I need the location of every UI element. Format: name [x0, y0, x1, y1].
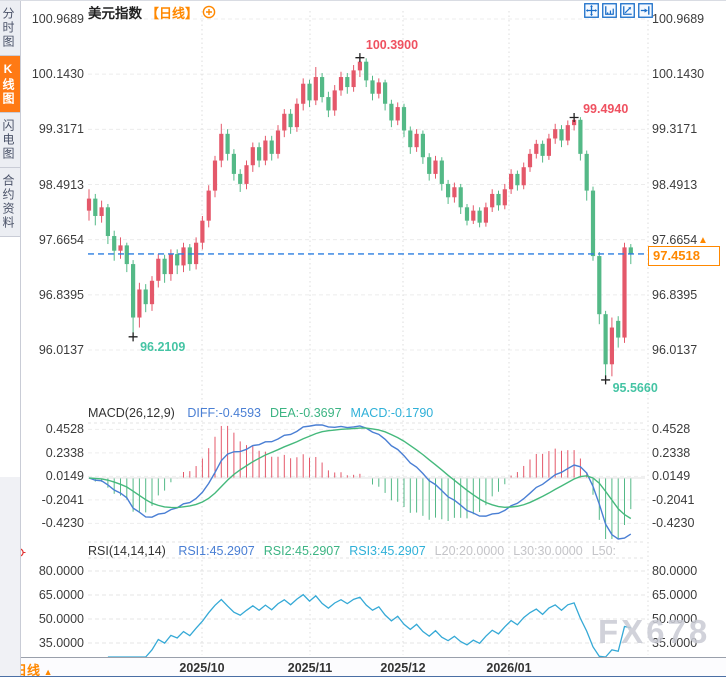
page-title: 美元指数 — [88, 2, 142, 22]
sidebar-item-lightning-chart[interactable]: 闪电图 — [0, 113, 20, 168]
rsi-label: RSI(14,14,14) — [88, 544, 166, 558]
y-axis-tick-label: 0.2338 — [652, 446, 690, 460]
y-axis-tick-label: 50.0000 — [20, 612, 84, 626]
chart-toolbar — [584, 3, 653, 18]
y-axis-tick-label: 100.9689 — [20, 12, 84, 26]
y-axis-tick-label: 100.1430 — [20, 67, 84, 81]
x-axis-scale-icon[interactable] — [602, 3, 617, 18]
watermark: FX678 — [598, 613, 710, 651]
x-axis-label: 2025/10 — [179, 661, 224, 675]
current-price-badge: 97.4518 — [648, 246, 720, 266]
jump-to-latest-icon[interactable] — [638, 3, 653, 18]
rsi-value-label: RSI2:45.2907 — [264, 544, 340, 558]
sidebar-item-contract-info[interactable]: 合约资料 — [0, 168, 20, 237]
y-axis-tick-label: 80.0000 — [652, 564, 697, 578]
y-axis-tick-label: 96.0137 — [20, 343, 84, 357]
chart-header: 美元指数 【日线】 — [88, 3, 216, 21]
price-up-arrow-icon: ▲ — [698, 235, 708, 246]
sidebar-item-kline-chart[interactable]: K线图 — [0, 56, 20, 113]
y-axis-tick-label: 98.4913 — [652, 178, 697, 192]
y-axis-tick-label: 0.4528 — [652, 422, 690, 436]
y-axis-tick-label: 99.3171 — [652, 122, 697, 136]
pan-tool-icon[interactable] — [584, 3, 599, 18]
y-axis-tick-label: 80.0000 — [20, 564, 84, 578]
y-axis-tick-label: 97.6654 — [20, 233, 84, 247]
sidebar-item-time-chart[interactable]: 分时图 — [0, 1, 20, 56]
y-axis-scale-icon[interactable] — [620, 3, 635, 18]
macd-value-label: DIFF:-0.4593 — [187, 406, 261, 420]
price-annotation: 99.4940 — [583, 102, 628, 116]
sidebar: 分时图 K线图 闪电图 合约资料 — [0, 1, 21, 677]
y-axis-tick-label: 0.2338 — [20, 446, 84, 460]
y-axis-tick-label: 97.6654 — [652, 233, 697, 247]
price-annotation: 95.5660 — [613, 381, 658, 395]
sidebar-filler — [0, 237, 20, 477]
rsi-header: RSI(14,14,14) RSI1:45.2907 RSI2:45.2907 RS… — [88, 544, 645, 560]
y-axis-tick-label: 35.0000 — [20, 636, 84, 650]
price-annotation: 96.2109 — [140, 340, 185, 354]
macd-header: MACD(26,12,9) DIFF:-0.4593 DEA:-0.3697 MAC… — [88, 406, 645, 422]
y-axis-tick-label: -0.2041 — [20, 493, 84, 507]
y-axis-tick-label: 100.1430 — [652, 67, 704, 81]
macd-value-label: MACD:-0.1790 — [351, 406, 434, 420]
y-axis-tick-label: 96.0137 — [652, 343, 697, 357]
rsi-value-label: L30:30.0000 — [513, 544, 583, 558]
rsi-value-label: RSI1:45.2907 — [178, 544, 254, 558]
x-axis-label: 2026/01 — [486, 661, 531, 675]
y-axis-tick-label: 0.0149 — [20, 469, 84, 483]
y-axis-tick-label: 98.4913 — [20, 178, 84, 192]
y-axis-tick-label: 65.0000 — [652, 588, 697, 602]
y-axis-tick-label: 0.0149 — [652, 469, 690, 483]
y-axis-tick-label: -0.4230 — [20, 516, 84, 530]
macd-label: MACD(26,12,9) — [88, 406, 175, 420]
y-axis-tick-label: -0.2041 — [652, 493, 694, 507]
macd-value-label: DEA:-0.3697 — [270, 406, 342, 420]
y-axis-tick-label: 65.0000 — [20, 588, 84, 602]
x-axis-label: 2025/12 — [380, 661, 425, 675]
y-axis-tick-label: 100.9689 — [652, 12, 704, 26]
x-axis-label: 2025/11 — [288, 661, 333, 675]
rsi-value-label: L50: — [592, 544, 616, 558]
y-axis-tick-label: 96.8395 — [20, 288, 84, 302]
y-axis-tick-label: 0.4528 — [20, 422, 84, 436]
period-tag: 【日线】 — [146, 3, 198, 22]
rsi-value-label: L20:20.0000 — [435, 544, 505, 558]
y-axis-tick-label: 96.8395 — [652, 288, 697, 302]
y-axis-tick-label: 99.3171 — [20, 122, 84, 136]
rsi-value-label: RSI3:45.2907 — [349, 544, 425, 558]
price-annotation: 100.3900 — [366, 38, 418, 52]
circle-plus-icon[interactable] — [202, 5, 216, 19]
y-axis-tick-label: -0.4230 — [652, 516, 694, 530]
